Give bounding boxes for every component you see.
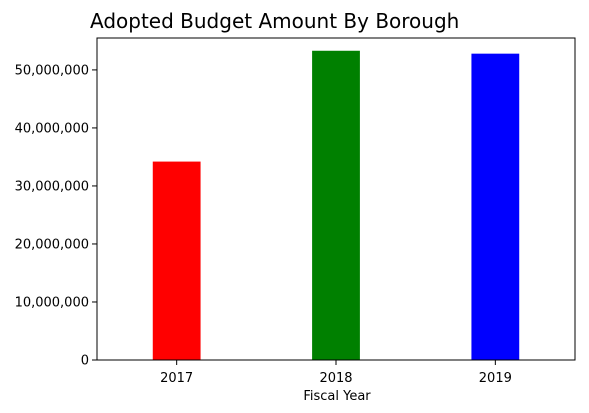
y-tick-label: 0 — [81, 354, 89, 369]
x-axis-label: Fiscal Year — [303, 389, 371, 404]
x-tick-label: 2019 — [479, 371, 512, 386]
x-tick-label: 2018 — [319, 371, 352, 386]
x-axis: 2017 2018 2019 — [160, 360, 512, 386]
y-axis: 0 10,000,000 20,000,000 30,000,000 40,000,00… — [15, 63, 97, 369]
bar-2019 — [471, 53, 520, 360]
bar-2017 — [152, 161, 201, 360]
y-tick-label: 40,000,000 — [15, 121, 89, 136]
bars-layer — [152, 50, 520, 360]
y-tick-label: 20,000,000 — [15, 237, 89, 252]
y-tick-label: 10,000,000 — [15, 295, 89, 310]
bar-2018 — [312, 50, 360, 360]
x-tick-label: 2017 — [160, 371, 193, 386]
chart-title: Adopted Budget Amount By Borough — [90, 9, 459, 33]
y-tick-label: 30,000,000 — [15, 179, 89, 194]
y-tick-label: 50,000,000 — [15, 63, 89, 78]
